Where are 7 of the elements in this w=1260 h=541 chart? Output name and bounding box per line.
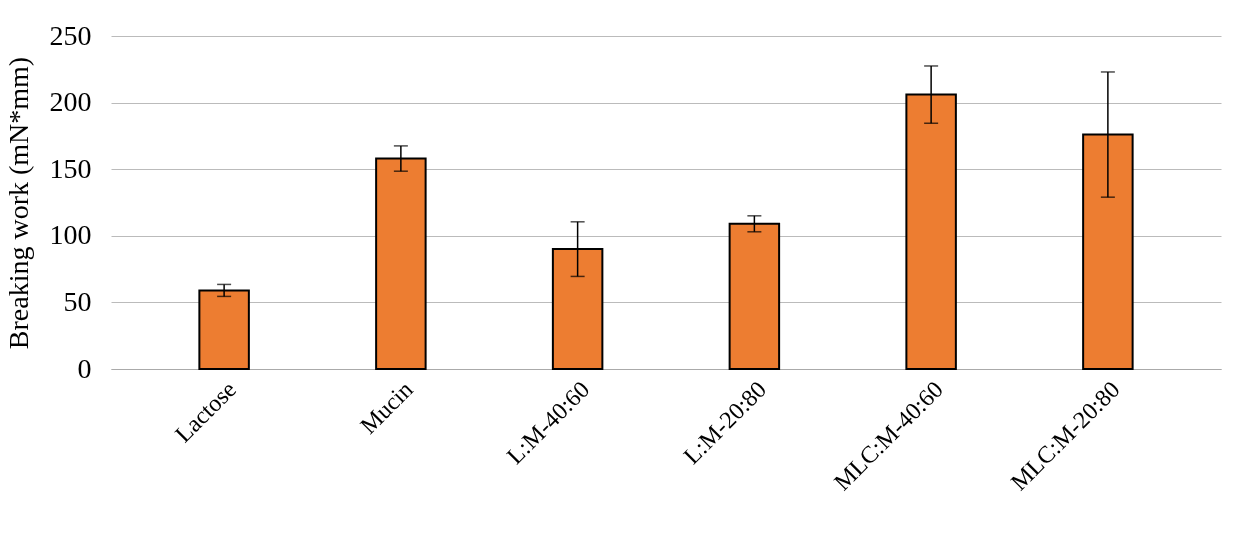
y-tick-label: 100 [49,219,92,251]
y-axis-title: Breaking work (mN*mm) [2,56,34,350]
y-tick-label: 50 [63,285,92,317]
y-tick-label: 150 [49,152,92,184]
y-tick-label: 0 [77,352,92,384]
y-tick-label: 250 [49,19,92,51]
y-tick-label: 200 [49,86,92,118]
